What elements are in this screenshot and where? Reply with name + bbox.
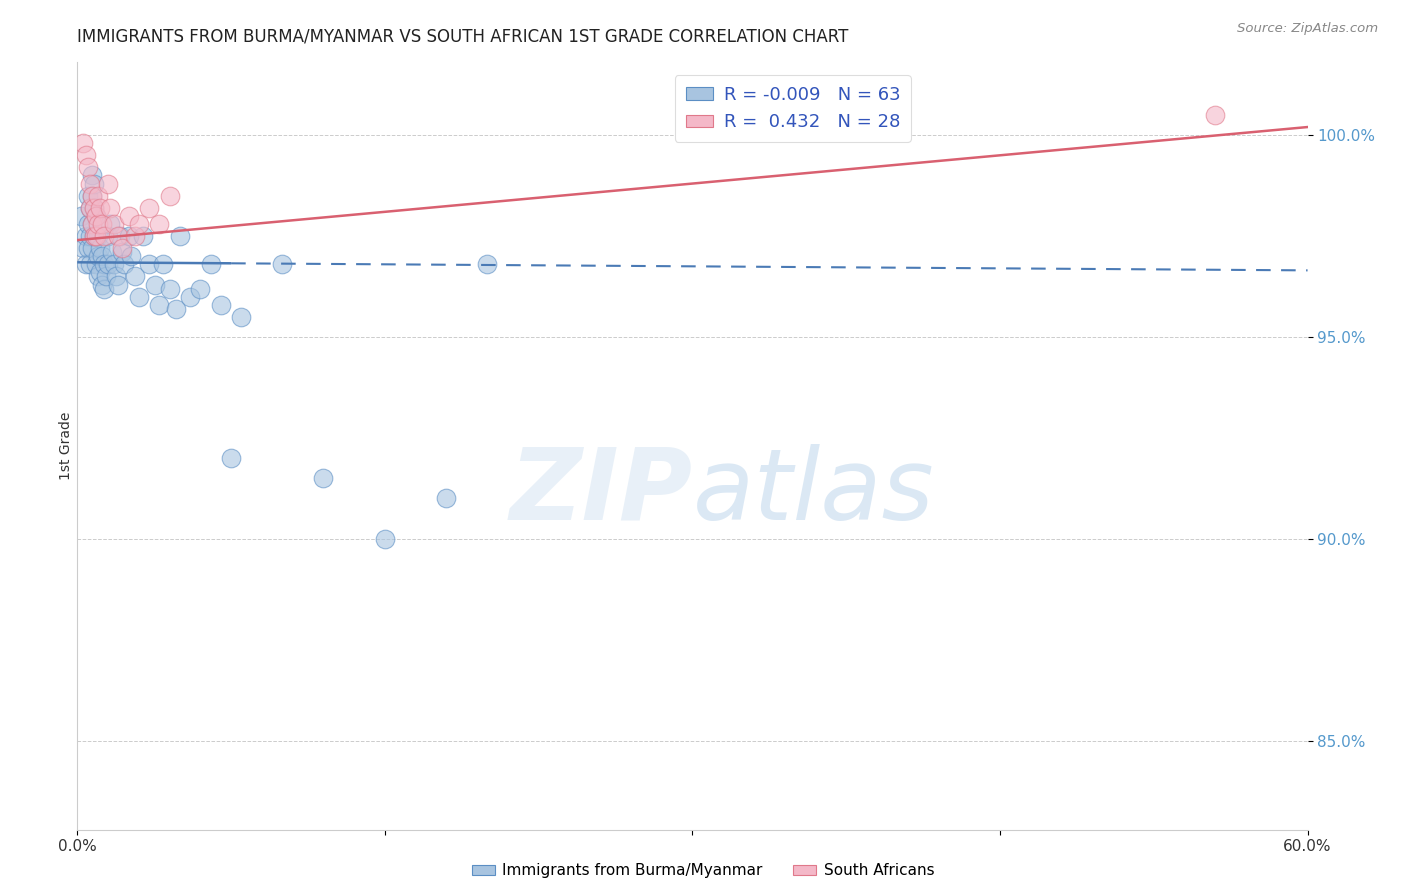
Point bbox=[72, 136, 94, 151]
Point bbox=[101, 245, 124, 260]
Point bbox=[83, 201, 105, 215]
Point bbox=[89, 265, 111, 279]
Point bbox=[87, 269, 110, 284]
Point bbox=[132, 229, 155, 244]
Point bbox=[80, 188, 103, 202]
Point bbox=[436, 491, 458, 506]
Point bbox=[111, 241, 134, 255]
Point bbox=[75, 148, 97, 162]
Point bbox=[93, 281, 115, 295]
Point bbox=[75, 229, 97, 244]
Point bbox=[128, 290, 150, 304]
Point bbox=[70, 209, 93, 223]
Point bbox=[138, 201, 160, 215]
Point bbox=[84, 229, 107, 244]
Point bbox=[128, 217, 150, 231]
Point bbox=[117, 209, 139, 223]
Point bbox=[110, 229, 132, 244]
Point bbox=[87, 249, 110, 263]
Point bbox=[209, 298, 232, 312]
Point bbox=[98, 201, 121, 215]
Point bbox=[103, 257, 125, 271]
Point bbox=[107, 277, 129, 292]
Point bbox=[97, 257, 120, 271]
Point bbox=[271, 257, 294, 271]
Point bbox=[75, 257, 97, 271]
Point bbox=[107, 229, 129, 244]
Text: atlas: atlas bbox=[693, 443, 934, 541]
Point bbox=[80, 169, 103, 183]
Point bbox=[80, 217, 103, 231]
Point bbox=[93, 257, 115, 271]
Text: ZIP: ZIP bbox=[509, 443, 693, 541]
Point bbox=[84, 209, 107, 223]
Point bbox=[79, 177, 101, 191]
Point bbox=[83, 229, 105, 244]
Point bbox=[148, 298, 170, 312]
Point bbox=[111, 245, 134, 260]
Point bbox=[83, 201, 105, 215]
Point bbox=[87, 217, 110, 231]
Point bbox=[114, 257, 136, 271]
Point bbox=[159, 281, 181, 295]
Point bbox=[87, 229, 110, 244]
Point bbox=[148, 217, 170, 231]
Text: Source: ZipAtlas.com: Source: ZipAtlas.com bbox=[1237, 22, 1378, 36]
Point bbox=[76, 241, 98, 255]
Point bbox=[72, 241, 94, 255]
Point bbox=[94, 269, 117, 284]
Point bbox=[79, 201, 101, 215]
Point bbox=[76, 217, 98, 231]
Point bbox=[169, 229, 191, 244]
Point bbox=[80, 241, 103, 255]
Point bbox=[312, 471, 335, 485]
Point bbox=[117, 229, 139, 244]
Point bbox=[90, 277, 114, 292]
Y-axis label: 1st Grade: 1st Grade bbox=[59, 412, 73, 480]
Point bbox=[79, 201, 101, 215]
Point bbox=[90, 249, 114, 263]
Point bbox=[477, 257, 499, 271]
Point bbox=[84, 257, 107, 271]
Point bbox=[93, 229, 115, 244]
Point bbox=[179, 290, 201, 304]
Point bbox=[138, 257, 160, 271]
Point bbox=[97, 177, 120, 191]
Legend: Immigrants from Burma/Myanmar, South Africans: Immigrants from Burma/Myanmar, South Afr… bbox=[465, 857, 941, 884]
Point bbox=[76, 188, 98, 202]
Point bbox=[124, 269, 146, 284]
Point bbox=[120, 249, 142, 263]
Point bbox=[80, 217, 103, 231]
Point bbox=[76, 161, 98, 175]
Point bbox=[84, 229, 107, 244]
Text: IMMIGRANTS FROM BURMA/MYANMAR VS SOUTH AFRICAN 1ST GRADE CORRELATION CHART: IMMIGRANTS FROM BURMA/MYANMAR VS SOUTH A… bbox=[77, 28, 849, 45]
Point bbox=[152, 257, 174, 271]
Point bbox=[165, 301, 187, 316]
Point bbox=[80, 188, 103, 202]
Point bbox=[159, 188, 181, 202]
Point bbox=[84, 209, 107, 223]
Point bbox=[79, 257, 101, 271]
Point bbox=[231, 310, 253, 324]
Point bbox=[98, 217, 121, 231]
Point bbox=[374, 532, 396, 546]
Point bbox=[97, 229, 120, 244]
Point bbox=[105, 269, 128, 284]
Point bbox=[1204, 108, 1226, 122]
Point bbox=[87, 188, 110, 202]
Point bbox=[143, 277, 166, 292]
Point bbox=[90, 217, 114, 231]
Point bbox=[124, 229, 146, 244]
Point bbox=[79, 229, 101, 244]
Point bbox=[219, 451, 242, 466]
Point bbox=[188, 281, 212, 295]
Point bbox=[89, 201, 111, 215]
Point bbox=[200, 257, 222, 271]
Legend: R = -0.009   N = 63, R =  0.432   N = 28: R = -0.009 N = 63, R = 0.432 N = 28 bbox=[675, 75, 911, 142]
Point bbox=[83, 177, 105, 191]
Point bbox=[89, 241, 111, 255]
Point bbox=[83, 229, 105, 244]
Point bbox=[103, 217, 125, 231]
